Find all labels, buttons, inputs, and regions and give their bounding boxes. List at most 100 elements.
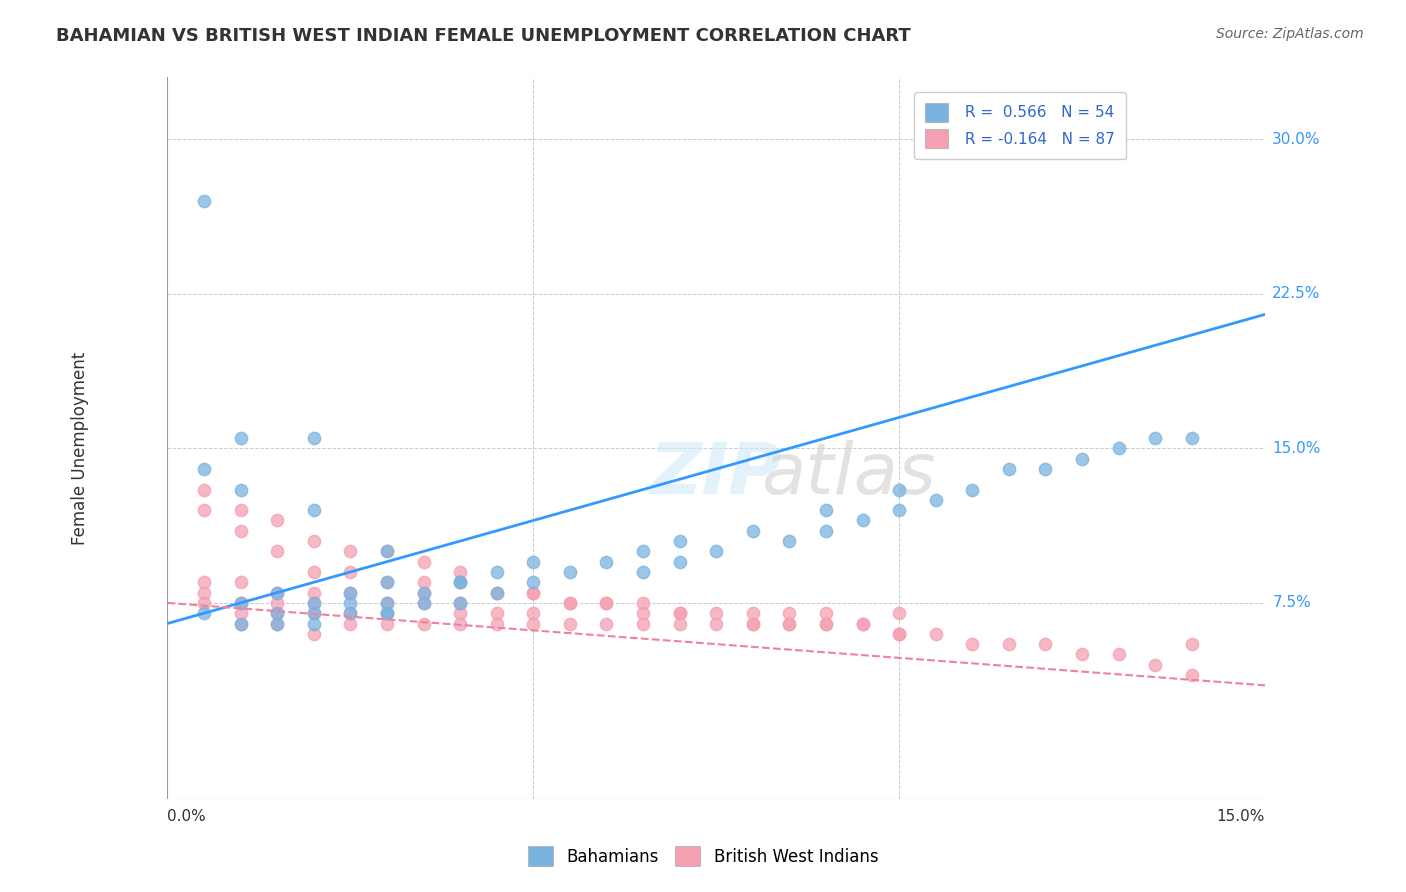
Point xyxy=(229,596,252,610)
Point xyxy=(193,606,215,620)
Point xyxy=(631,596,654,610)
Point xyxy=(595,616,617,631)
Point xyxy=(522,606,544,620)
Point xyxy=(375,575,398,590)
Point xyxy=(339,596,361,610)
Point xyxy=(302,596,325,610)
Point xyxy=(339,585,361,599)
Point xyxy=(229,431,252,445)
Point xyxy=(193,585,215,599)
Point xyxy=(631,544,654,558)
Point xyxy=(558,596,581,610)
Point xyxy=(998,637,1021,651)
Point xyxy=(485,585,508,599)
Point xyxy=(522,575,544,590)
Point xyxy=(193,596,215,610)
Point xyxy=(229,606,252,620)
Point xyxy=(339,585,361,599)
Point xyxy=(924,492,946,507)
Point xyxy=(558,616,581,631)
Point xyxy=(887,483,910,497)
Text: 0.0%: 0.0% xyxy=(167,809,207,824)
Point xyxy=(851,513,873,527)
Point xyxy=(485,585,508,599)
Point xyxy=(375,606,398,620)
Point xyxy=(193,483,215,497)
Point xyxy=(668,534,690,549)
Point xyxy=(814,616,837,631)
Point xyxy=(302,503,325,517)
Point xyxy=(1071,648,1094,662)
Point xyxy=(412,585,434,599)
Point xyxy=(962,637,984,651)
Point xyxy=(887,606,910,620)
Point xyxy=(924,627,946,641)
Text: 30.0%: 30.0% xyxy=(1272,132,1320,147)
Point xyxy=(339,565,361,579)
Point xyxy=(704,616,727,631)
Text: BAHAMIAN VS BRITISH WEST INDIAN FEMALE UNEMPLOYMENT CORRELATION CHART: BAHAMIAN VS BRITISH WEST INDIAN FEMALE U… xyxy=(56,27,911,45)
Point xyxy=(814,503,837,517)
Text: 7.5%: 7.5% xyxy=(1272,595,1310,610)
Point xyxy=(229,616,252,631)
Point xyxy=(814,616,837,631)
Point xyxy=(778,616,800,631)
Point xyxy=(851,616,873,631)
Point xyxy=(302,616,325,631)
Text: Source: ZipAtlas.com: Source: ZipAtlas.com xyxy=(1216,27,1364,41)
Point xyxy=(778,616,800,631)
Point xyxy=(193,575,215,590)
Point xyxy=(741,524,763,538)
Point xyxy=(1035,462,1057,476)
Point xyxy=(412,596,434,610)
Point xyxy=(704,544,727,558)
Point xyxy=(302,585,325,599)
Point xyxy=(522,585,544,599)
Point xyxy=(302,534,325,549)
Point xyxy=(631,606,654,620)
Point xyxy=(339,606,361,620)
Point xyxy=(741,616,763,631)
Point xyxy=(193,194,215,208)
Text: 15.0%: 15.0% xyxy=(1216,809,1265,824)
Point xyxy=(778,534,800,549)
Point xyxy=(302,606,325,620)
Point xyxy=(1035,637,1057,651)
Point xyxy=(449,565,471,579)
Point xyxy=(595,555,617,569)
Point xyxy=(595,596,617,610)
Point xyxy=(375,544,398,558)
Point xyxy=(229,596,252,610)
Point xyxy=(778,606,800,620)
Point xyxy=(266,596,288,610)
Point xyxy=(1181,668,1204,682)
Point xyxy=(375,616,398,631)
Point xyxy=(302,606,325,620)
Point xyxy=(375,606,398,620)
Point xyxy=(266,585,288,599)
Text: Female Unemployment: Female Unemployment xyxy=(70,351,89,545)
Point xyxy=(998,462,1021,476)
Point xyxy=(558,565,581,579)
Point xyxy=(631,565,654,579)
Point xyxy=(229,524,252,538)
Point xyxy=(339,606,361,620)
Point xyxy=(814,606,837,620)
Point xyxy=(229,483,252,497)
Point xyxy=(229,503,252,517)
Point xyxy=(375,596,398,610)
Point xyxy=(668,606,690,620)
Point xyxy=(851,616,873,631)
Text: 22.5%: 22.5% xyxy=(1272,286,1320,301)
Text: atlas: atlas xyxy=(761,440,935,508)
Point xyxy=(229,616,252,631)
Point xyxy=(1071,451,1094,466)
Point xyxy=(375,575,398,590)
Point xyxy=(1181,637,1204,651)
Point xyxy=(962,483,984,497)
Point xyxy=(522,616,544,631)
Point xyxy=(1181,431,1204,445)
Point xyxy=(522,555,544,569)
Point xyxy=(485,606,508,620)
Point xyxy=(266,616,288,631)
